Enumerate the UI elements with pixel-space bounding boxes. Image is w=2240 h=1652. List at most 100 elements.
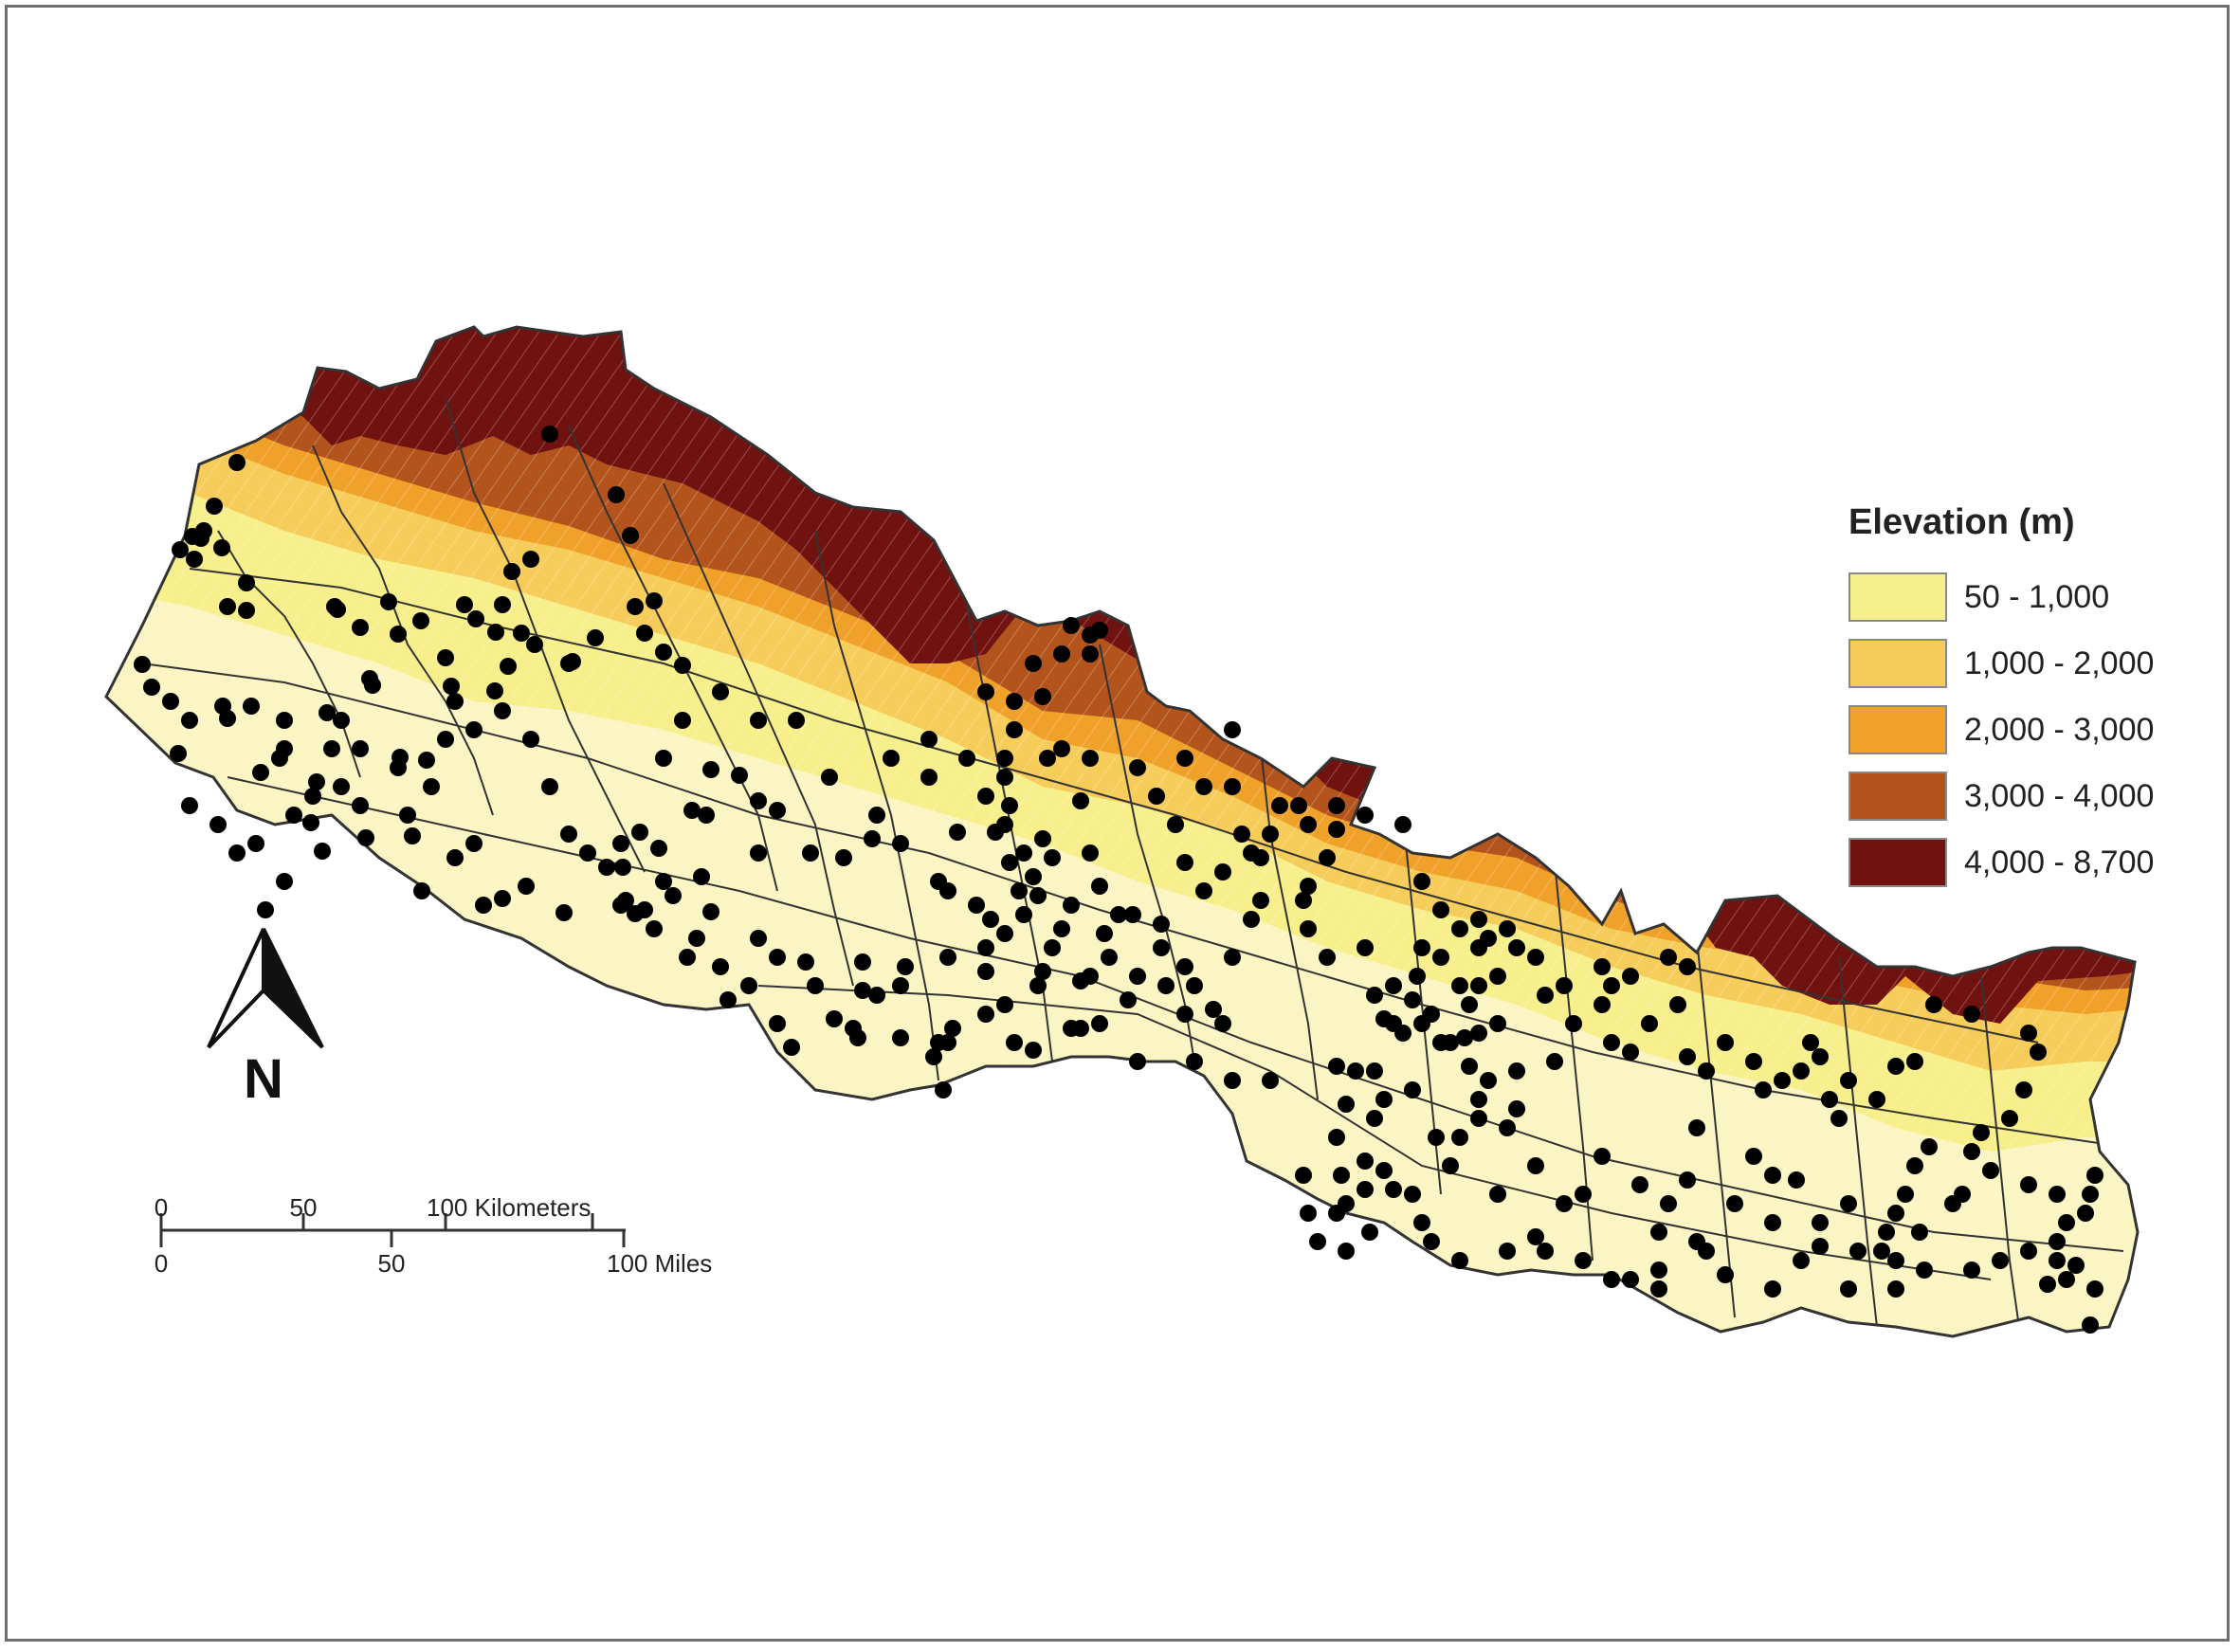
legend-item: 2,000 - 3,000 — [1848, 697, 2209, 763]
sample-point — [285, 807, 302, 824]
sample-point — [518, 878, 535, 895]
sample-point — [1717, 1034, 1734, 1051]
sample-point — [939, 949, 956, 966]
sample-point — [1451, 977, 1468, 994]
sample-point — [500, 658, 517, 675]
sample-point — [1385, 977, 1402, 994]
sample-point — [2049, 1252, 2066, 1269]
sample-point — [1603, 1034, 1620, 1051]
sample-point — [1679, 958, 1696, 975]
sample-point — [1300, 816, 1317, 833]
sample-point — [920, 769, 938, 786]
sample-point — [390, 626, 407, 643]
sample-point — [1129, 1053, 1146, 1070]
sample-point — [1195, 778, 1212, 795]
sample-point — [1812, 1214, 1829, 1231]
sample-point — [1499, 920, 1516, 937]
sample-point — [257, 901, 274, 918]
sample-point — [1575, 1186, 1592, 1203]
sample-point — [1442, 1157, 1459, 1174]
sample-point — [674, 657, 691, 674]
sample-point — [172, 541, 189, 558]
legend-label: 2,000 - 3,000 — [1964, 711, 2155, 748]
sample-point — [712, 683, 729, 700]
sample-point — [1451, 1129, 1468, 1146]
sample-point — [276, 740, 293, 757]
scale-label-km-0: 0 — [155, 1193, 168, 1222]
sample-point — [1025, 655, 1042, 672]
sample-point — [698, 807, 715, 824]
sample-point — [655, 750, 672, 767]
sample-point — [1470, 911, 1487, 928]
sample-point — [612, 835, 629, 852]
sample-point — [2039, 1276, 2056, 1293]
sample-point — [797, 953, 814, 971]
sample-point — [1366, 987, 1383, 1004]
sample-point — [949, 824, 966, 841]
sample-point — [1698, 1243, 1715, 1260]
sample-point — [2058, 1271, 2075, 1288]
sample-point — [319, 704, 336, 721]
sample-point — [1660, 1195, 1677, 1212]
sample-point — [243, 698, 260, 715]
sample-point — [1195, 882, 1212, 899]
sample-point — [1508, 939, 1525, 956]
sample-point — [1129, 759, 1146, 776]
legend-swatch — [1848, 705, 1947, 754]
sample-point — [1243, 911, 1260, 928]
sample-point — [1499, 1243, 1516, 1260]
sample-point — [750, 712, 767, 729]
sample-point — [1527, 949, 1544, 966]
sample-point — [854, 982, 871, 999]
sample-point — [1840, 1280, 1857, 1298]
sample-point — [1840, 1195, 1857, 1212]
sample-point — [1338, 1243, 1355, 1260]
sample-point — [1812, 1238, 1829, 1255]
sample-point — [688, 930, 705, 947]
sample-point — [437, 731, 454, 748]
sample-point — [1679, 1048, 1696, 1065]
sample-point — [1745, 1053, 1762, 1070]
sample-point — [802, 844, 819, 862]
sample-point — [560, 826, 577, 843]
sample-point — [2067, 1257, 2085, 1274]
sample-point — [413, 882, 430, 899]
sample-point — [1029, 887, 1047, 904]
sample-point — [636, 625, 653, 642]
sample-point — [1669, 996, 1686, 1013]
legend-label: 4,000 - 8,700 — [1964, 844, 2155, 880]
sample-point — [1887, 1280, 1904, 1298]
sample-point — [1357, 939, 1374, 956]
sample-point — [1328, 1205, 1345, 1222]
sample-point — [486, 682, 503, 699]
sample-point — [1537, 987, 1554, 1004]
sample-point — [1527, 1157, 1544, 1174]
sample-point — [1375, 1091, 1393, 1108]
sample-point — [996, 816, 1013, 833]
sample-point — [1470, 977, 1487, 994]
sample-point — [1650, 1262, 1667, 1279]
sample-point — [1224, 1072, 1241, 1089]
sample-point — [1793, 1062, 1810, 1080]
sample-point — [996, 769, 1013, 786]
sample-point — [579, 844, 596, 862]
sample-point — [1442, 1034, 1459, 1051]
sample-point — [214, 698, 231, 715]
sample-point — [614, 859, 631, 876]
sample-point — [1432, 901, 1449, 918]
sample-point — [390, 759, 407, 776]
sample-point — [1679, 1171, 1696, 1189]
sample-point — [996, 925, 1013, 942]
sample-point — [1034, 688, 1051, 705]
sample-point — [1906, 1053, 1923, 1070]
sample-point — [2058, 1214, 2075, 1231]
legend-item: 50 - 1,000 — [1848, 564, 2209, 630]
sample-point — [1593, 958, 1611, 975]
sample-point — [826, 1010, 843, 1027]
sample-point — [2082, 1316, 2099, 1334]
sample-point — [1821, 1091, 1838, 1108]
sample-point — [1954, 1186, 1971, 1203]
sample-point — [2030, 1044, 2047, 1061]
sample-point — [1006, 721, 1023, 738]
sample-point — [181, 797, 198, 814]
